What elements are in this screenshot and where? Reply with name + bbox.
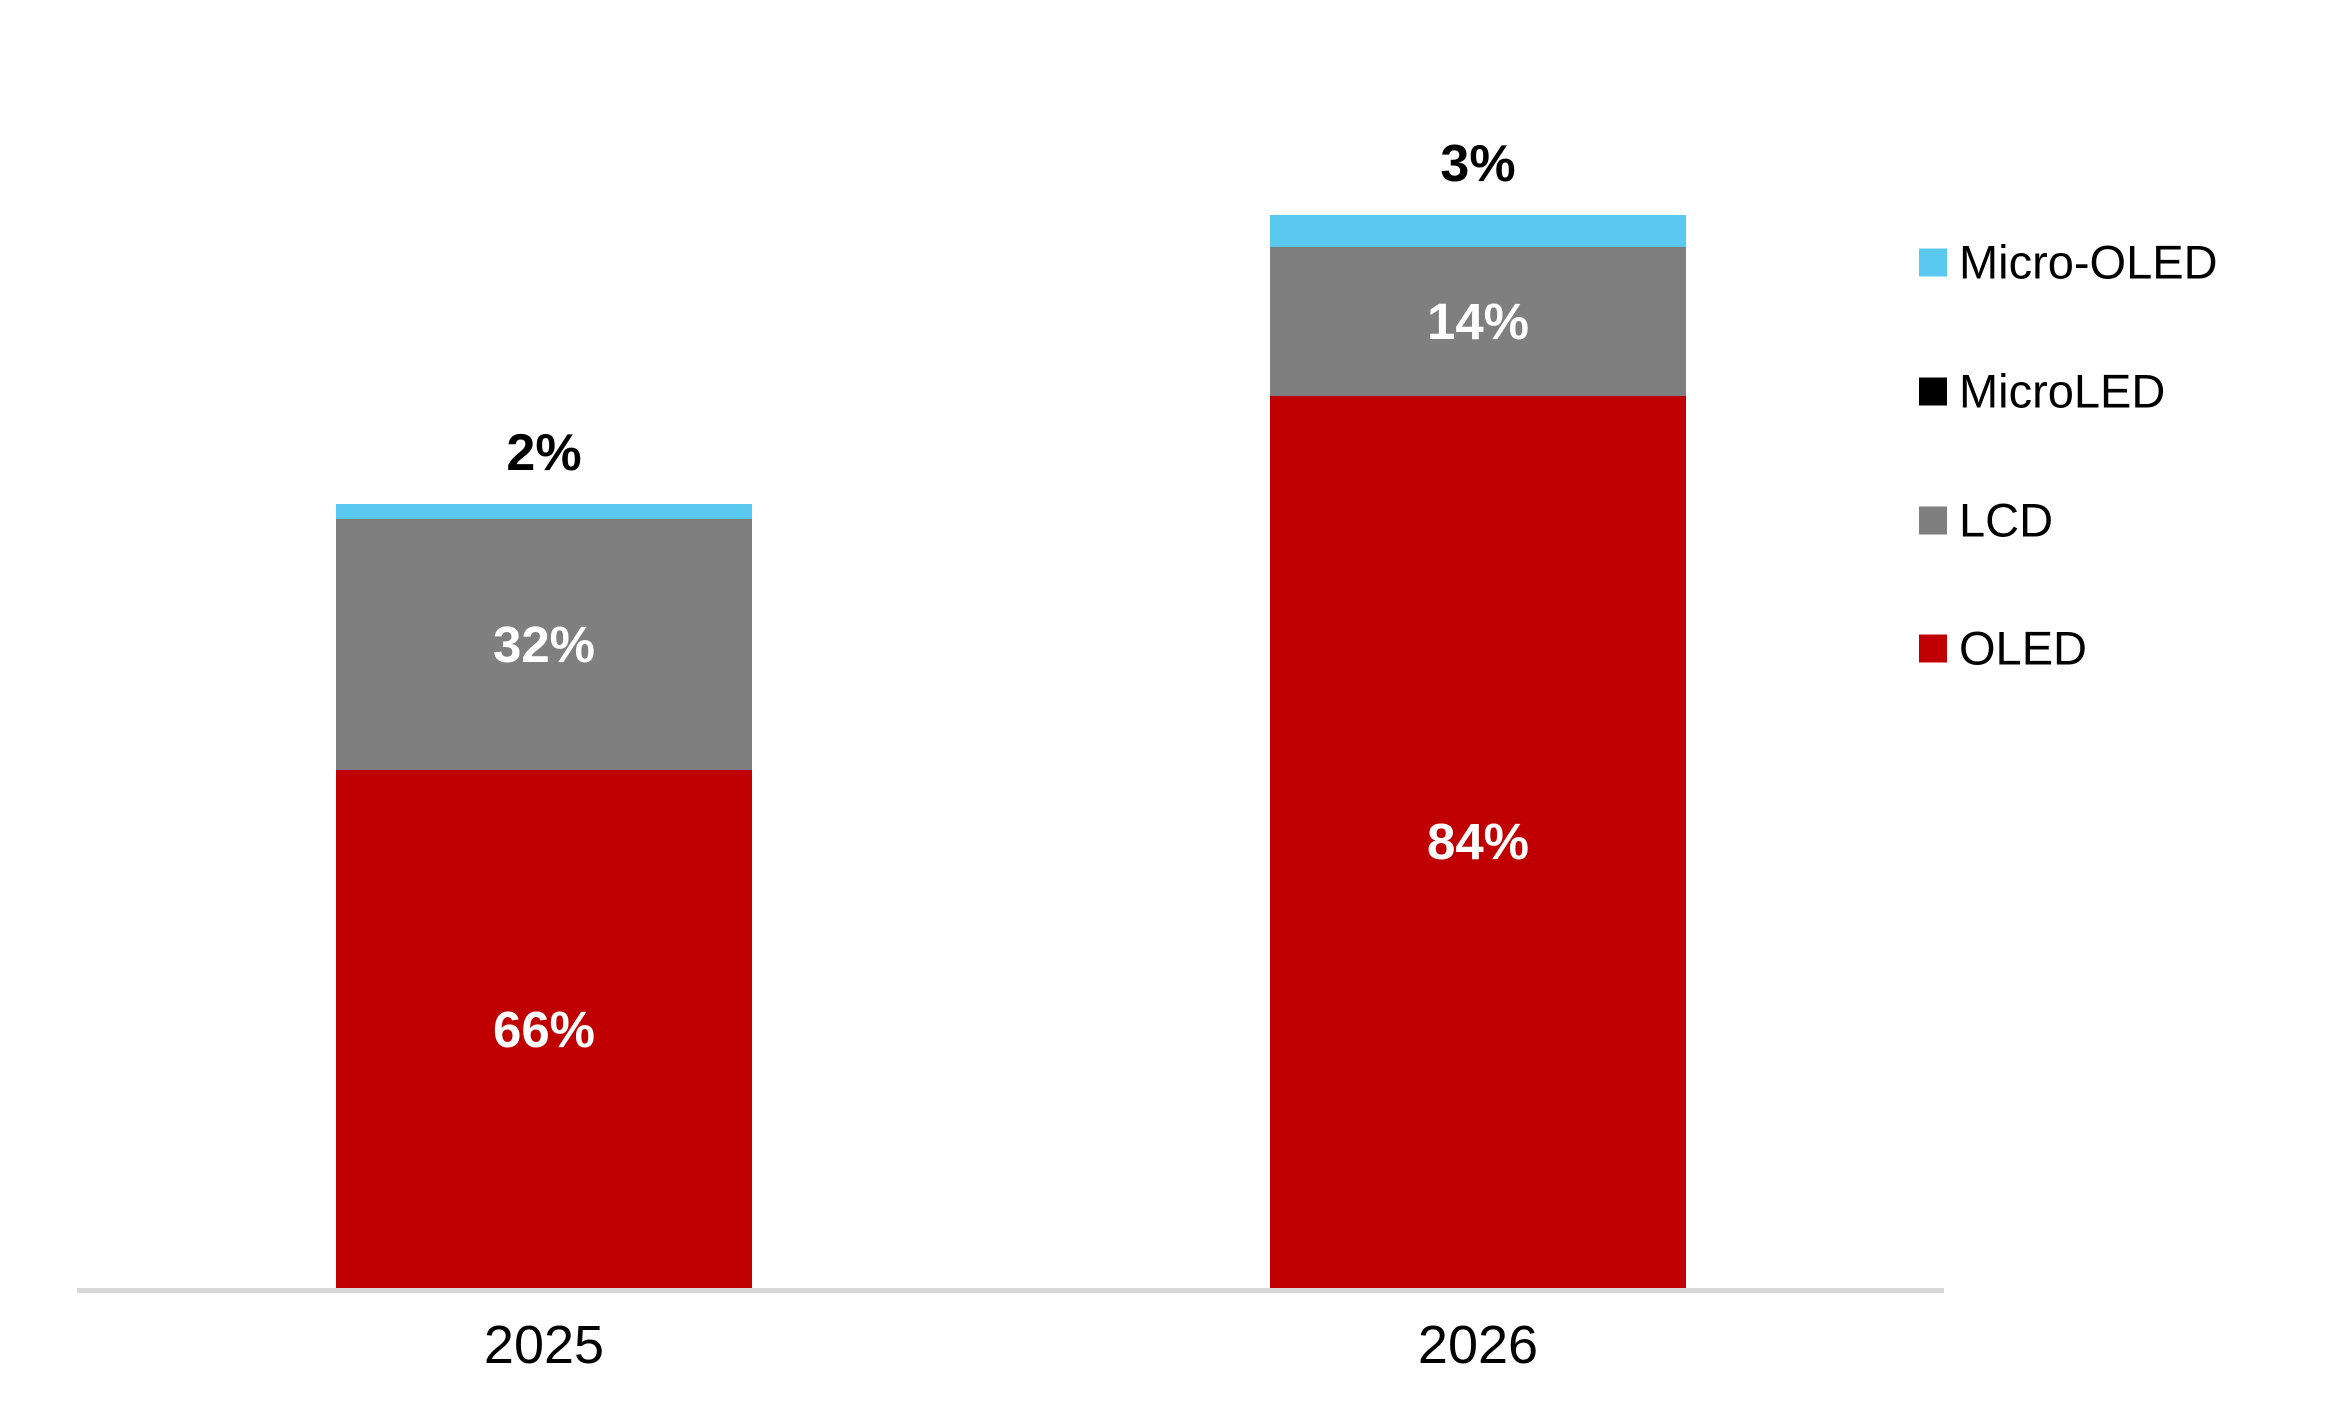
legend-label-microled: MicroLED [1959, 364, 2166, 418]
bar-segment-2026-oled: 84% [1270, 395, 1686, 1288]
data-label-2026-micro-oled: 3% [1440, 135, 1516, 193]
bar-segment-2025-oled: 66% [336, 770, 752, 1288]
bar-segment-2026-micro-oled [1270, 215, 1686, 247]
bar-segment-2025-micro-oled [336, 503, 752, 520]
legend-item-microled: MicroLED [1919, 368, 2165, 415]
legend-swatch-oled [1919, 634, 1947, 662]
legend-item-micro-oled: Micro-OLED [1919, 239, 2218, 286]
data-label-2025-lcd: 32% [492, 616, 596, 674]
legend-swatch-micro-oled [1919, 248, 1947, 276]
data-label-2025-micro-oled: 2% [506, 423, 582, 482]
data-label-2026-oled: 84% [1426, 813, 1530, 871]
data-label-2025-oled: 66% [492, 1000, 596, 1058]
x-axis-line [77, 1288, 1944, 1293]
bar-segment-2026-lcd: 14% [1270, 246, 1686, 396]
legend-swatch-lcd [1919, 506, 1947, 534]
x-axis-label-2026: 2026 [1417, 1315, 1539, 1375]
legend-label-lcd: LCD [1959, 493, 2054, 547]
data-label-2026-lcd: 14% [1426, 292, 1530, 350]
legend-label-oled: OLED [1959, 621, 2087, 675]
bar-segment-2025-lcd: 32% [336, 519, 752, 771]
legend-swatch-microled [1919, 377, 1947, 405]
legend-label-micro-oled: Micro-OLED [1959, 235, 2218, 289]
legend-item-oled: OLED [1919, 625, 2087, 672]
x-axis-label-2025: 2025 [483, 1315, 605, 1375]
legend-item-lcd: LCD [1919, 497, 2053, 544]
